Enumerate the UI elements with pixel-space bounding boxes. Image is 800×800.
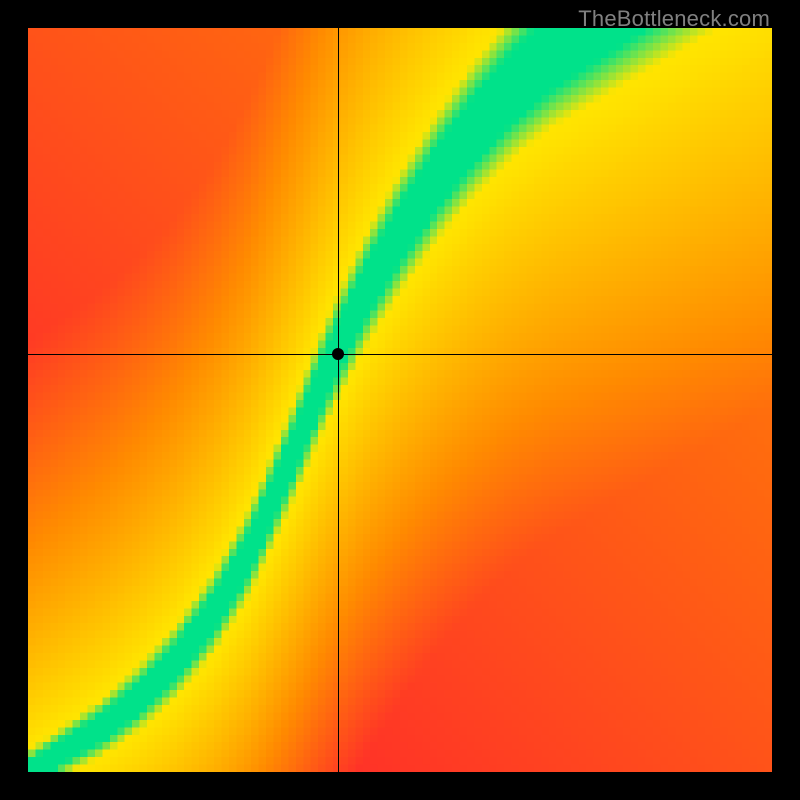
plot-area <box>28 28 772 772</box>
chart-outer-frame: TheBottleneck.com <box>0 0 800 800</box>
heatmap-canvas <box>28 28 772 772</box>
